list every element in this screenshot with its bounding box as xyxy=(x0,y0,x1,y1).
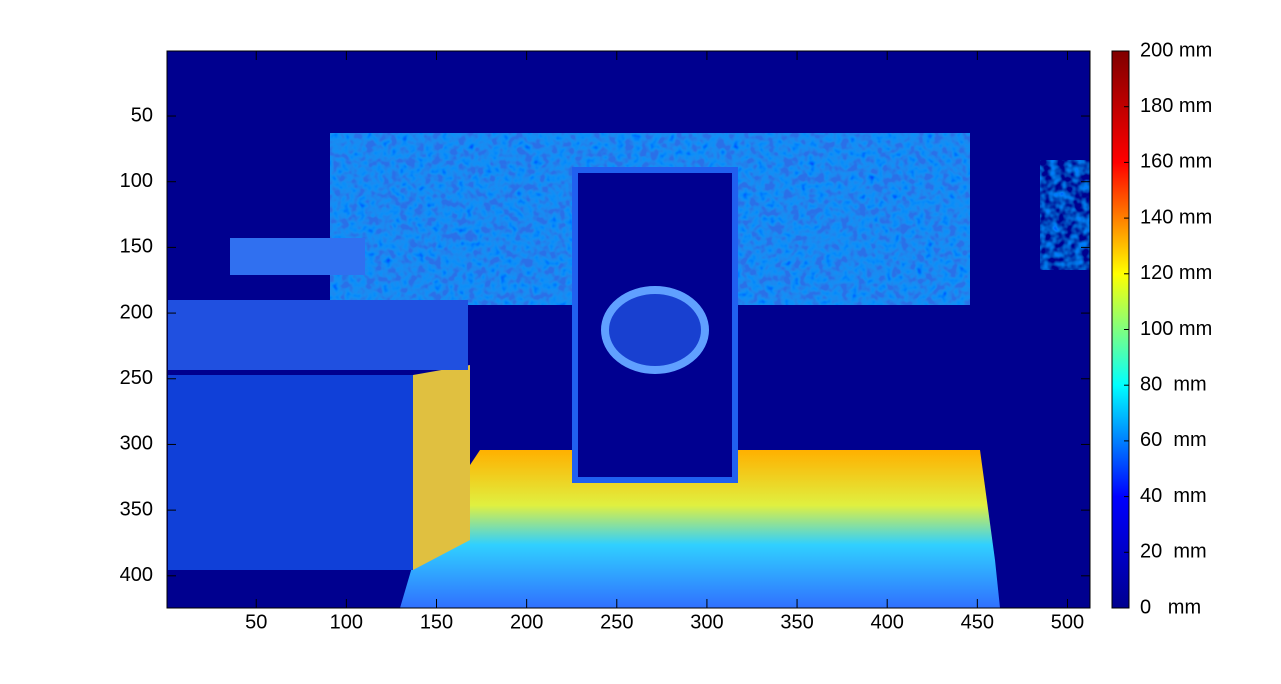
x-tick-label: 450 xyxy=(961,611,994,633)
x-tick-label: 100 xyxy=(330,611,363,633)
y-tick-label: 50 xyxy=(131,104,153,126)
x-tick-label: 250 xyxy=(600,611,633,633)
y-tick-label: 150 xyxy=(120,236,153,258)
x-tick-label: 50 xyxy=(245,611,267,633)
y-tick-label: 100 xyxy=(120,170,153,192)
x-tick-label: 500 xyxy=(1051,611,1084,633)
y-tick-label: 400 xyxy=(120,564,153,586)
y-tick-label: 300 xyxy=(120,433,153,455)
x-tick-label: 400 xyxy=(871,611,904,633)
colorbar-tick-label: 120 mm xyxy=(1140,262,1212,284)
colorbar-tick-label: 40 mm xyxy=(1140,485,1207,507)
colorbar-tick-label: 160 mm xyxy=(1140,151,1212,173)
colorbar-tick-label: 140 mm xyxy=(1140,206,1212,228)
x-tick-label: 150 xyxy=(420,611,453,633)
colorbar-tick-label: 20 mm xyxy=(1140,541,1207,563)
x-tick-label: 200 xyxy=(510,611,543,633)
depth-image xyxy=(167,51,1090,608)
y-tick-label: 350 xyxy=(120,498,153,520)
y-tick-label: 250 xyxy=(120,367,153,389)
colorbar-tick-label: 200 mm xyxy=(1140,39,1212,61)
colorbar-tick-label: 0 mm xyxy=(1140,596,1201,618)
x-tick-label: 350 xyxy=(780,611,813,633)
colorbar-tick-label: 60 mm xyxy=(1140,429,1207,451)
colorbar-tick-label: 80 mm xyxy=(1140,373,1207,395)
colorbar-tick-label: 100 mm xyxy=(1140,318,1212,340)
y-tick-label: 200 xyxy=(120,301,153,323)
colorbar-tick-label: 180 mm xyxy=(1140,95,1212,117)
plot-frame xyxy=(166,50,1091,609)
x-tick-label: 300 xyxy=(690,611,723,633)
